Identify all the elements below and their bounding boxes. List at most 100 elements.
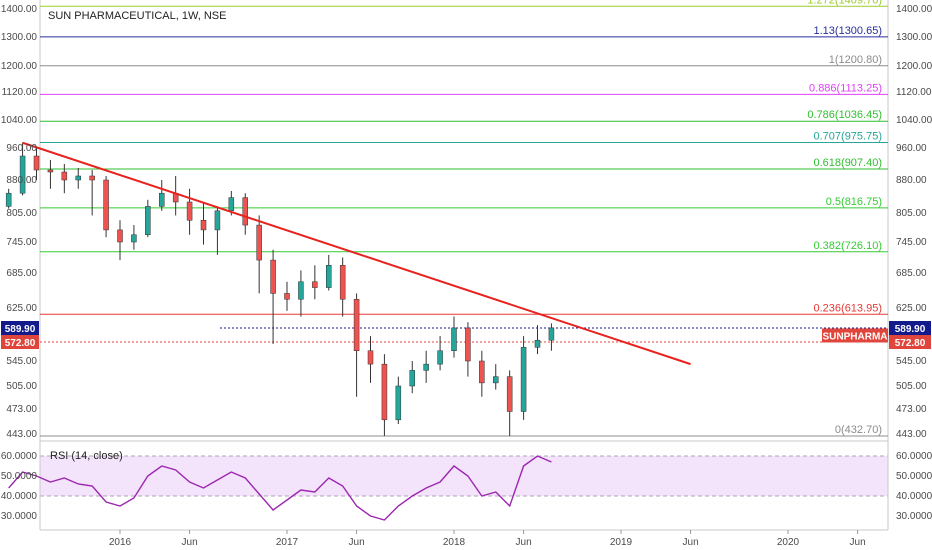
badge-left-text-prev: 572.80 — [5, 338, 36, 349]
fib-label-4: 0.786(1036.45) — [807, 109, 882, 121]
price-tick-right-12: 505.00 — [896, 381, 927, 392]
x-tick-9: Jun — [850, 537, 866, 548]
price-tick-right-4: 1040.00 — [896, 115, 932, 126]
candle-body-36 — [506, 376, 513, 412]
price-tick-left-6: 880.00 — [6, 175, 37, 186]
price-tick-left-8: 745.00 — [6, 237, 37, 248]
candle-body-34 — [479, 360, 485, 384]
x-tick-1: Jun — [182, 537, 198, 548]
x-tick-7: Jun — [683, 537, 699, 548]
candle-body-20 — [284, 293, 290, 300]
candle-body-9 — [131, 234, 137, 243]
price-tick-left-4: 1040.00 — [1, 115, 38, 126]
candle-body-5 — [75, 175, 81, 181]
x-tick-6: 2019 — [610, 537, 633, 548]
candle-body-38 — [534, 339, 541, 348]
x-tick-0: 2016 — [109, 537, 132, 548]
candle-body-18 — [256, 224, 262, 261]
panel-frames — [39, 0, 889, 531]
candle-body-16 — [228, 197, 235, 212]
rsi-layer — [8, 455, 552, 521]
candle-body-19 — [270, 259, 276, 294]
candle-body-8 — [117, 229, 123, 243]
rsi-tick-right-0: 60.0000 — [896, 451, 932, 462]
candle-body-4 — [61, 171, 68, 181]
x-tick-5: Jun — [516, 537, 532, 548]
price-tick-left-10: 625.00 — [6, 303, 37, 314]
candle-body-33 — [465, 327, 471, 362]
price-tick-right-6: 880.00 — [896, 175, 927, 186]
fib-label-6: 0.618(907.40) — [814, 157, 883, 169]
price-tick-left-12: 505.00 — [6, 381, 37, 392]
badge-right-text-prev: 572.80 — [895, 338, 926, 349]
candle-body-26 — [367, 350, 374, 365]
candle-body-27 — [381, 363, 388, 421]
candle-body-28 — [395, 385, 402, 421]
x-tick-2: 2017 — [276, 537, 299, 548]
price-tick-left-11: 545.00 — [6, 356, 37, 367]
rsi-tick-left-3: 30.0000 — [1, 511, 38, 522]
candle-body-10 — [145, 206, 151, 235]
candle-body-39 — [548, 327, 555, 341]
price-tick-left-5: 960.00 — [6, 143, 37, 154]
badge-right-text-last: 589.90 — [895, 324, 926, 335]
candle-body-2 — [33, 155, 40, 171]
price-tick-left-14: 443.00 — [6, 429, 37, 440]
candle-body-21 — [298, 281, 304, 300]
candle-body-29 — [409, 370, 415, 387]
price-tick-right-7: 805.00 — [896, 208, 927, 219]
fib-label-9: 0.236(613.95) — [814, 302, 883, 314]
badge-left-text-last: 589.90 — [5, 324, 36, 335]
symbol-badge-text: SUNPHARMA — [823, 331, 888, 342]
candle-body-23 — [326, 265, 332, 288]
candle-body-25 — [353, 299, 360, 351]
axes: 1400.00 1400.00 1300.00 1300.00 1200.00 1200.… — [1, 4, 932, 548]
rsi-title: RSI (14, close) — [50, 450, 123, 462]
candle-body-24 — [339, 265, 346, 300]
fib-label-2: 1(1200.80) — [829, 54, 882, 66]
candle-body-6 — [89, 175, 95, 181]
rsi-line — [8, 455, 552, 521]
rsi-tick-right-1: 50.0000 — [896, 471, 932, 482]
badge-right-prev — [889, 335, 931, 349]
price-tick-right-5: 960.00 — [896, 143, 927, 154]
badge-left-prev — [1, 335, 39, 349]
candle-body-30 — [423, 363, 429, 371]
candle-body-14 — [200, 220, 207, 231]
fib-label-1: 1.13(1300.65) — [814, 25, 883, 37]
candle-body-35 — [493, 376, 499, 384]
x-tick-8: 2020 — [777, 537, 800, 548]
trendline-layer — [22, 141, 691, 366]
candle-body-13 — [186, 201, 193, 221]
price-tick-left-1: 1300.00 — [1, 32, 38, 43]
candle-body-37 — [520, 347, 527, 412]
price-tick-left-9: 685.00 — [6, 268, 37, 279]
candle-body-1 — [19, 155, 26, 194]
rsi-tick-right-2: 40.0000 — [896, 491, 932, 502]
price-tick-right-8: 745.00 — [896, 237, 927, 248]
candle-body-11 — [159, 192, 165, 207]
x-tick-4: 2018 — [443, 537, 466, 548]
price-tick-left-7: 805.00 — [6, 208, 37, 219]
fib-label-0: 1.272(1409.70) — [807, 0, 882, 6]
candle-body-3 — [47, 169, 54, 173]
price-tick-right-14: 443.00 — [896, 429, 927, 440]
fib-label-7: 0.5(816.75) — [826, 196, 882, 208]
price-tick-right-2: 1200.00 — [896, 61, 932, 72]
fib-label-3: 0.886(1113.25) — [809, 82, 882, 94]
symbol-title: SUN PHARMACEUTICAL, 1W, NSE — [48, 10, 226, 22]
price-tick-left-2: 1200.00 — [1, 61, 38, 72]
candle-body-32 — [451, 327, 457, 351]
candle-body-0 — [5, 192, 12, 207]
price-tick-left-13: 473.00 — [6, 404, 37, 415]
trendline — [22, 141, 691, 366]
symbol-badge — [822, 328, 888, 343]
rsi-tick-right-3: 30.0000 — [896, 511, 932, 522]
badge-right-last — [889, 321, 931, 335]
candle-body-15 — [214, 210, 221, 231]
rsi-band — [40, 456, 888, 496]
price-tick-right-1: 1300.00 — [896, 32, 932, 43]
candle-body-17 — [242, 197, 248, 226]
price-tick-left-3: 1120.00 — [2, 87, 38, 98]
